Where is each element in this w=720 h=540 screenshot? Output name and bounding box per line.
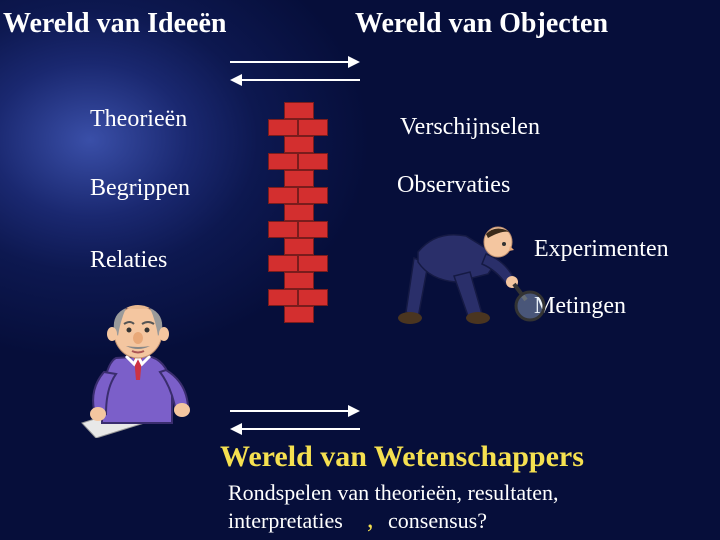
bottom-line1: Rondspelen van theorieën, resultaten, [228, 480, 559, 506]
heading-left: Wereld van Ideeën [3, 8, 226, 40]
heading-right: Wereld van Objecten [355, 8, 608, 40]
bottom-line2-c: consensus? [388, 508, 487, 534]
left-item-theorieen: Theorieën [90, 106, 187, 133]
right-item-experimenten: Experimenten [534, 236, 669, 263]
right-item-metingen: Metingen [534, 293, 626, 320]
heading-bottom: Wereld van Wetenschappers [220, 440, 584, 474]
left-item-begrippen: Begrippen [90, 175, 190, 202]
right-item-verschijnselen: Verschijnselen [400, 114, 540, 141]
bottom-line2-a: interpretaties [228, 508, 343, 534]
left-item-relaties: Relaties [90, 247, 167, 274]
bottom-line2-comma: , [367, 504, 374, 534]
detective-icon [396, 200, 546, 335]
scientist-icon [76, 288, 216, 443]
right-item-observaties: Observaties [397, 172, 510, 199]
